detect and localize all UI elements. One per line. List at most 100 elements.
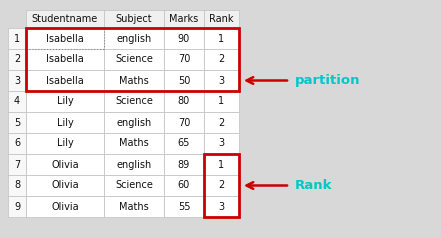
Text: 3: 3 (218, 75, 224, 85)
Text: Science: Science (115, 180, 153, 190)
Text: 70: 70 (178, 55, 190, 64)
Text: 2: 2 (14, 55, 20, 64)
Bar (26, 91, 104, 112)
Bar (26, 196, 104, 217)
Bar (8, 28, 26, 49)
Bar (8, 91, 26, 112)
Text: Science: Science (115, 55, 153, 64)
Bar (204, 175, 239, 196)
Bar (8, 133, 26, 154)
Text: Olivia: Olivia (51, 202, 79, 212)
Text: 9: 9 (14, 202, 20, 212)
Bar (104, 10, 164, 28)
Bar (204, 112, 239, 133)
Text: Subject: Subject (116, 14, 152, 24)
Bar (164, 133, 204, 154)
Text: Marks: Marks (169, 14, 198, 24)
Text: Isabella: Isabella (46, 34, 84, 44)
Text: Isabella: Isabella (46, 55, 84, 64)
Bar (164, 175, 204, 196)
Text: 55: 55 (178, 202, 190, 212)
Text: 2: 2 (218, 118, 224, 128)
Text: 2: 2 (218, 180, 224, 190)
Text: 7: 7 (14, 159, 20, 169)
Text: 6: 6 (14, 139, 20, 149)
Text: 89: 89 (178, 159, 190, 169)
Text: 3: 3 (14, 75, 20, 85)
Bar (8, 175, 26, 196)
Text: Isabella: Isabella (46, 75, 84, 85)
Bar (26, 175, 104, 196)
Bar (8, 49, 26, 70)
Text: Maths: Maths (119, 139, 149, 149)
Text: Studentname: Studentname (32, 14, 98, 24)
Text: 1: 1 (14, 34, 20, 44)
Bar (204, 154, 239, 175)
Bar (8, 70, 26, 91)
Bar (104, 133, 164, 154)
Text: Olivia: Olivia (51, 159, 79, 169)
Bar (104, 175, 164, 196)
Text: 3: 3 (218, 202, 224, 212)
Text: 90: 90 (178, 34, 190, 44)
Text: 5: 5 (14, 118, 20, 128)
Text: 1: 1 (218, 96, 224, 106)
Text: partition: partition (295, 74, 360, 87)
Text: 1: 1 (218, 34, 224, 44)
Text: Maths: Maths (119, 75, 149, 85)
Bar (164, 70, 204, 91)
Bar (8, 154, 26, 175)
Bar (104, 112, 164, 133)
Bar (104, 28, 164, 49)
Bar (26, 28, 104, 49)
Bar (164, 112, 204, 133)
Bar (204, 49, 239, 70)
Text: 3: 3 (218, 139, 224, 149)
Bar (8, 196, 26, 217)
Bar (204, 133, 239, 154)
Bar (26, 133, 104, 154)
Text: 60: 60 (178, 180, 190, 190)
Bar (204, 10, 239, 28)
Bar (26, 10, 104, 28)
Text: 50: 50 (178, 75, 190, 85)
Text: 8: 8 (14, 180, 20, 190)
Text: Science: Science (115, 96, 153, 106)
Text: english: english (116, 159, 152, 169)
Bar (104, 49, 164, 70)
Text: Rank: Rank (209, 14, 234, 24)
Bar (104, 91, 164, 112)
Bar (204, 70, 239, 91)
Text: 1: 1 (218, 159, 224, 169)
Text: Lily: Lily (56, 118, 73, 128)
Text: english: english (116, 118, 152, 128)
Text: Lily: Lily (56, 139, 73, 149)
Bar (104, 154, 164, 175)
Bar (164, 154, 204, 175)
Bar (26, 49, 104, 70)
Text: Maths: Maths (119, 202, 149, 212)
Bar (164, 28, 204, 49)
Text: Lily: Lily (56, 96, 73, 106)
Bar (164, 196, 204, 217)
Text: 80: 80 (178, 96, 190, 106)
Bar (164, 49, 204, 70)
Bar (104, 70, 164, 91)
Bar (26, 112, 104, 133)
Bar (204, 28, 239, 49)
Text: 2: 2 (218, 55, 224, 64)
Bar (204, 196, 239, 217)
Bar (164, 10, 204, 28)
Bar (204, 154, 239, 217)
Bar (204, 91, 239, 112)
Bar (26, 70, 104, 91)
Bar (26, 154, 104, 175)
Bar (26, 28, 239, 91)
Text: 4: 4 (14, 96, 20, 106)
Text: 65: 65 (178, 139, 190, 149)
Text: 70: 70 (178, 118, 190, 128)
Bar (104, 196, 164, 217)
Text: Rank: Rank (295, 179, 333, 192)
Bar (8, 112, 26, 133)
Bar (164, 91, 204, 112)
